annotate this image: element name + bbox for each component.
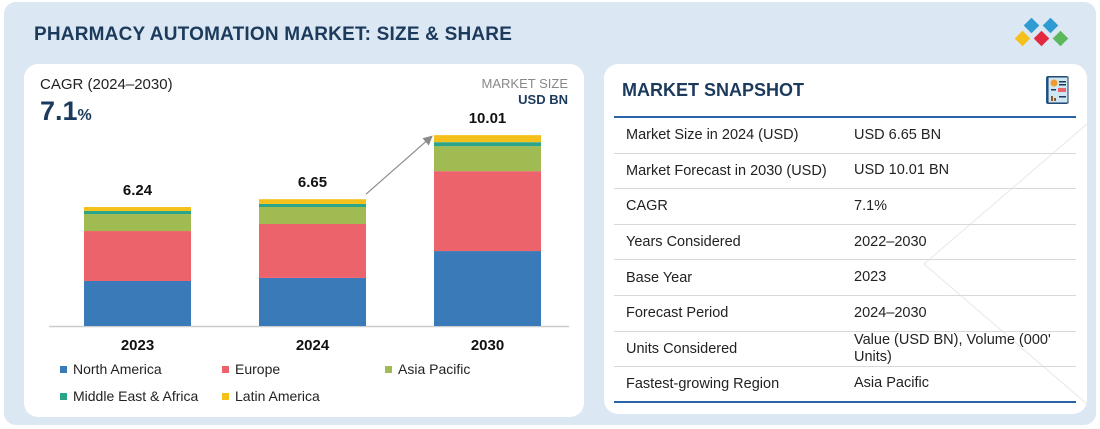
snapshot-value: USD 6.65 BN <box>854 126 942 143</box>
legend-label: Europe <box>235 361 281 377</box>
bar-segment-asia-pacific <box>434 146 541 172</box>
page-title: PHARMACY AUTOMATION MARKET: SIZE & SHARE <box>34 24 513 45</box>
bar-segment-latin-america <box>259 199 366 204</box>
snapshot-row: Base Year 2023 <box>614 260 1076 296</box>
snapshot-key: Units Considered <box>626 340 738 357</box>
snapshot-key: Fastest-growing Region <box>626 375 780 392</box>
unit-label: USD BN <box>518 92 568 107</box>
legend-label: North America <box>73 361 162 377</box>
decorative-lines <box>923 123 1087 405</box>
bar-segment-latin-america <box>84 207 191 212</box>
snapshot-value: USD 10.01 BN <box>854 162 950 179</box>
legend-swatch <box>222 392 229 400</box>
snapshot-key: Base Year <box>626 269 693 286</box>
bar-segment-middle-east-africa <box>434 142 541 147</box>
market-size-card: CAGR (2024–2030) 7.1% MARKET SIZE USD BN … <box>24 64 584 417</box>
market-size-unit: MARKET SIZE USD BN <box>482 76 568 108</box>
bar-segment-latin-america <box>434 135 541 143</box>
legend-label: Latin America <box>235 388 320 404</box>
legend-label: Asia Pacific <box>398 361 471 377</box>
legend-europe: Europe <box>222 361 280 377</box>
legend-swatch <box>60 392 67 400</box>
bar-segment-europe <box>434 171 541 252</box>
total-label: 6.24 <box>123 182 153 199</box>
legend-label: Middle East & Africa <box>73 388 199 404</box>
bar-segment-north-america <box>84 280 191 326</box>
bar-segment-asia-pacific <box>84 214 191 232</box>
legend-swatch <box>385 365 392 373</box>
snapshot-row: Fastest-growing Region Asia Pacific <box>614 367 1076 403</box>
cagr-number: 7.1 <box>40 96 78 126</box>
snapshot-row: Units Considered Value (USD BN), Volume (… <box>614 332 1076 368</box>
market-snapshot-card: MARKET SNAPSHOT Market Size in 2024 (USD… <box>604 64 1087 414</box>
report-document-icon <box>1046 76 1069 104</box>
snapshot-table: Market Size in 2024 (USD) USD 6.65 BN Mark… <box>614 116 1076 403</box>
bar-segment-middle-east-africa <box>259 203 366 208</box>
snapshot-value: Asia Pacific <box>854 375 929 392</box>
legend-north-america: North America <box>60 361 162 377</box>
total-label: 10.01 <box>469 110 507 127</box>
snapshot-value: Value (USD BN), Volume (000' Units) <box>854 331 1051 365</box>
snapshot-row: Market Forecast in 2030 (USD) USD 10.01 B… <box>614 154 1076 190</box>
infographic-frame: PHARMACY AUTOMATION MARKET: SIZE & SHARE… <box>4 2 1096 425</box>
cagr-unit: % <box>77 107 92 124</box>
snapshot-row: Years Considered 2022–2030 <box>614 225 1076 261</box>
snapshot-key: CAGR <box>626 198 668 215</box>
snapshot-key: Years Considered <box>626 234 741 251</box>
bar-segment-north-america <box>434 251 541 326</box>
bar-segment-north-america <box>259 277 366 326</box>
market-size-label: MARKET SIZE <box>481 76 568 91</box>
cagr-value: 7.1% <box>40 96 92 127</box>
snapshot-row: CAGR 7.1% <box>614 189 1076 225</box>
legend-asia-pacific: Asia Pacific <box>385 361 470 377</box>
bar-segment-asia-pacific <box>259 207 366 224</box>
legend-latin-america: Latin America <box>222 388 320 404</box>
snapshot-value: 7.1% <box>854 197 888 214</box>
bar-segment-europe <box>259 223 366 278</box>
snapshot-key: Forecast Period <box>626 305 729 322</box>
snapshot-row: Forecast Period 2024–2030 <box>614 296 1076 332</box>
category-label: 2024 <box>296 337 330 354</box>
snapshot-value: 2024–2030 <box>854 304 927 321</box>
category-label: 2030 <box>471 337 504 354</box>
snapshot-value: 2022–2030 <box>854 233 927 250</box>
legend-middle-east-africa: Middle East & Africa <box>60 388 198 404</box>
total-label: 6.65 <box>298 174 327 191</box>
snapshot-title: MARKET SNAPSHOT <box>622 80 805 100</box>
snapshot-key: Market Size in 2024 (USD) <box>626 127 799 144</box>
legend-swatch <box>222 365 229 373</box>
bar-segment-middle-east-africa <box>84 211 191 215</box>
cagr-label: CAGR (2024–2030) <box>40 76 173 93</box>
brand-logo-icon <box>1014 18 1069 47</box>
bar-segment-europe <box>84 231 191 281</box>
snapshot-key: Market Forecast in 2030 (USD) <box>626 162 827 179</box>
growth-arrow <box>365 135 433 195</box>
snapshot-value: 2023 <box>854 269 887 286</box>
legend-swatch <box>60 365 67 373</box>
stacked-bar-chart: 6.24 2023 6.65 2024 10.01 2030 <box>49 110 569 354</box>
snapshot-row: Market Size in 2024 (USD) USD 6.65 BN <box>614 118 1076 154</box>
category-label: 2023 <box>121 337 154 354</box>
